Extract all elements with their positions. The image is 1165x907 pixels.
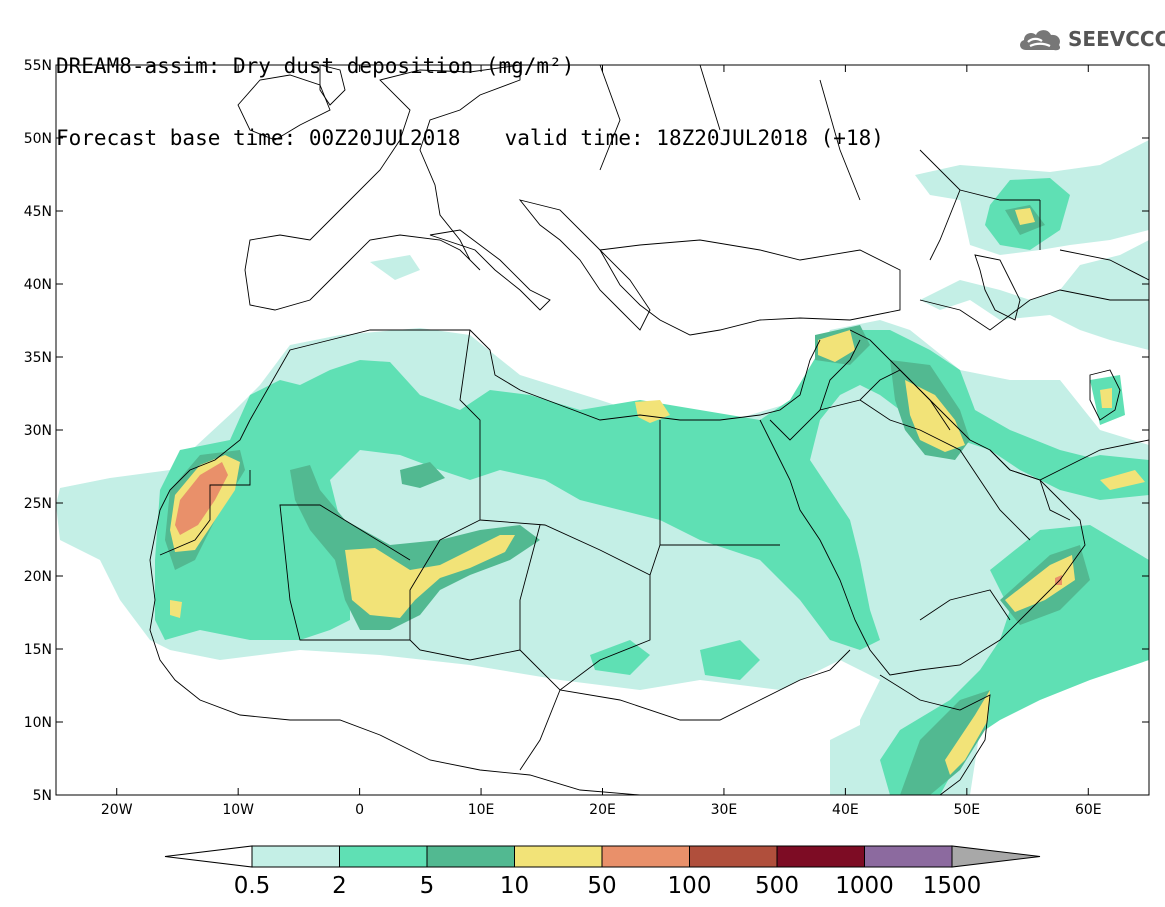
x-tick-label: 20E [589,802,616,818]
colorbar-segment [601,845,690,868]
colorbar-level-label: 2 [332,873,347,899]
colorbar-segment [251,845,340,868]
y-tick-label: 35N [24,350,52,366]
colorbar-segment [776,845,865,868]
colorbar-level-label: 10 [500,873,529,899]
y-tick-label: 45N [24,204,52,220]
x-tick-label: 20W [101,802,133,818]
colorbar-over-triangle [951,845,1041,868]
colorbar-under-triangle [164,845,253,868]
x-tick-label: 10W [222,802,254,818]
colorbar-level-label: 50 [587,873,616,899]
seevccc-logo: SEEVCCC [1016,24,1165,54]
x-tick-label: 30E [711,802,738,818]
x-axis-ticks: 20W 10W 0 10E 20E 30E 40E 50E 60E [101,65,1102,818]
y-tick-label: 10N [24,715,52,731]
x-tick-label: 10E [468,802,495,818]
colorbar-level-label: 1000 [835,873,894,899]
colorbar-segment [514,845,603,868]
colorbar-level-label: 1500 [923,873,982,899]
base-time: Forecast base time: 00Z20JUL2018 [56,126,461,150]
y-tick-label: 25N [24,496,52,512]
x-tick-label: 0 [355,802,364,818]
y-tick-label: 15N [24,642,52,658]
coastlines-and-borders [56,65,1149,795]
map-header: DREAM8-assim: Dry dust deposition (mg/m²… [56,6,884,174]
y-axis-ticks: 55N 50N 45N 40N 35N 30N 25N 20N 15N 10N 5N [24,58,1149,804]
y-tick-label: 30N [24,423,52,439]
colorbar-level-label: 5 [420,873,435,899]
y-tick-label: 20N [24,569,52,585]
colorbar: 0.5 2 5 10 50 100 500 1000 1500 [164,845,1041,899]
logo-text: SEEVCCC [1068,27,1165,51]
colorbar-level-label: 100 [668,873,712,899]
map-title: DREAM8-assim: Dry dust deposition (mg/m²… [56,54,575,78]
x-tick-label: 40E [832,802,859,818]
colorbar-segment [689,845,778,868]
x-tick-label: 50E [953,802,980,818]
colorbar-level-label: 500 [755,873,799,899]
dust-field [56,140,1149,795]
valid-time: valid time: 18Z20JUL2018 (+18) [504,126,884,150]
colorbar-segment [339,845,428,868]
colorbar-segment [426,845,515,868]
y-tick-label: 50N [24,131,52,147]
y-tick-label: 5N [33,788,52,804]
dust-level-50 [175,462,1062,585]
cloud-icon [1020,30,1061,51]
time-line: Forecast base time: 00Z20JUL2018 valid ti… [56,126,884,150]
x-tick-label: 60E [1075,802,1102,818]
colorbar-level-label: 0.5 [234,873,271,899]
y-tick-label: 40N [24,277,52,293]
colorbar-segment [864,845,953,868]
y-tick-label: 55N [24,58,52,74]
